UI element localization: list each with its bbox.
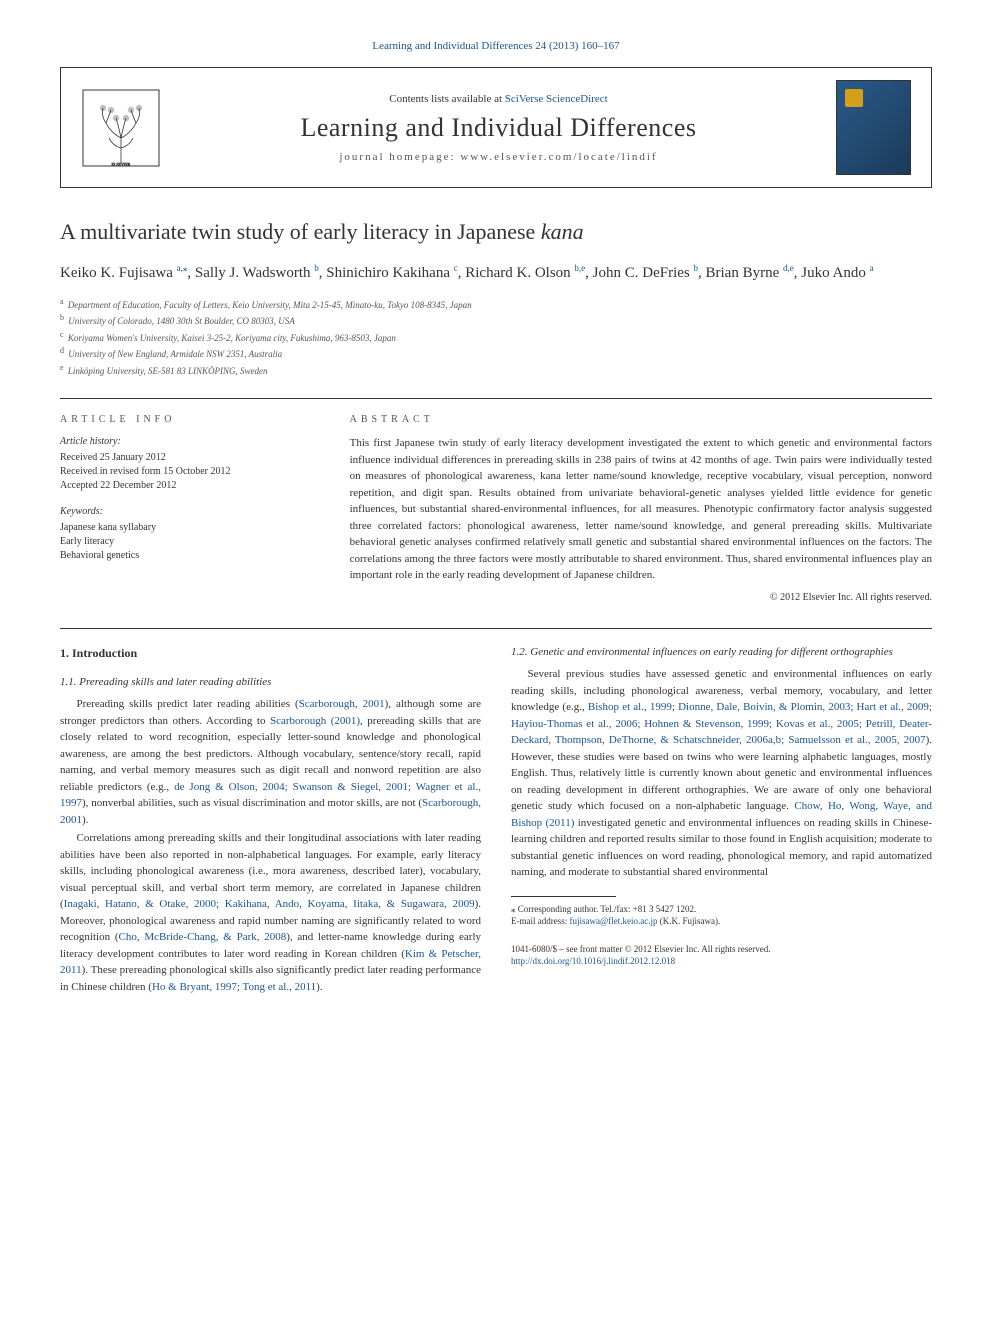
footnote-separator — [511, 896, 616, 897]
sciencedirect-link[interactable]: SciVerse ScienceDirect — [505, 93, 608, 105]
doi-block: 1041-6080/$ – see front matter © 2012 El… — [511, 943, 932, 968]
citation-link[interactable]: Ho & Bryant, 1997; Tong et al., 2011 — [152, 981, 316, 993]
keywords-heading: Keywords: — [60, 505, 310, 519]
author: Brian Byrne d,e — [706, 265, 794, 281]
author: Keiko K. Fujisawa a,⁎ — [60, 265, 187, 281]
svg-text:ELSEVIER: ELSEVIER — [112, 162, 131, 167]
author: Shinichiro Kakihana c — [326, 265, 457, 281]
affiliation-superscript: b,e — [574, 263, 585, 273]
affiliation-superscript: a — [870, 263, 874, 273]
subsection-heading: 1.1. Prereading skills and later reading… — [60, 674, 481, 691]
affiliation-line: a Department of Education, Faculty of Le… — [60, 296, 932, 313]
body-paragraph: Several previous studies have assessed g… — [511, 666, 932, 881]
affiliation-line: d University of New England, Armidale NS… — [60, 345, 932, 362]
homepage-url[interactable]: www.elsevier.com/locate/lindif — [460, 151, 657, 163]
article-info-heading: ARTICLE INFO — [60, 414, 310, 425]
abstract-text: This first Japanese twin study of early … — [350, 435, 932, 584]
keyword: Behavioral genetics — [60, 549, 310, 563]
abstract-column: ABSTRACT This first Japanese twin study … — [350, 414, 932, 603]
body-paragraph: Correlations among prereading skills and… — [60, 830, 481, 995]
abstract-heading: ABSTRACT — [350, 414, 932, 425]
article-info-column: ARTICLE INFO Article history: Received 2… — [60, 414, 310, 603]
body-text: 1. Introduction 1.1. Prereading skills a… — [60, 644, 932, 996]
affiliation-line: b University of Colorado, 1480 30th St B… — [60, 312, 932, 329]
affiliation-superscript: b — [314, 263, 319, 273]
journal-cover-thumb — [836, 80, 911, 175]
affiliation-superscript: c — [454, 263, 458, 273]
divider — [60, 398, 932, 399]
history-revised: Received in revised form 15 October 2012 — [60, 465, 310, 479]
affiliations: a Department of Education, Faculty of Le… — [60, 296, 932, 379]
history-heading: Article history: — [60, 435, 310, 449]
copyright: © 2012 Elsevier Inc. All rights reserved… — [350, 592, 932, 603]
corresponding-author-footnote: ⁎ Corresponding author. Tel./fax: +81 3 … — [511, 903, 932, 928]
affiliation-line: c Koriyama Women's University, Kaisei 3-… — [60, 329, 932, 346]
divider — [60, 628, 932, 629]
affiliation-superscript: d,e — [783, 263, 794, 273]
journal-name: Learning and Individual Differences — [181, 113, 816, 143]
author: Richard K. Olson b,e — [465, 265, 585, 281]
journal-header: ELSEVIER Contents lists available at Sci… — [60, 67, 932, 188]
header-center: Contents lists available at SciVerse Sci… — [181, 93, 816, 163]
author: John C. DeFries b — [593, 265, 698, 281]
elsevier-logo: ELSEVIER — [81, 88, 161, 168]
body-paragraph: Prereading skills predict later reading … — [60, 696, 481, 828]
contents-line: Contents lists available at SciVerse Sci… — [181, 93, 816, 105]
citation-link[interactable]: Cho, McBride-Chang, & Park, 2008 — [119, 931, 287, 943]
author: Sally J. Wadsworth b — [195, 265, 319, 281]
author: Juko Ando a — [801, 265, 873, 281]
affiliation-superscript: b — [694, 263, 699, 273]
journal-citation-link[interactable]: Learning and Individual Differences 24 (… — [60, 40, 932, 52]
section-heading: 1. Introduction — [60, 644, 481, 662]
keyword: Early literacy — [60, 535, 310, 549]
history-received: Received 25 January 2012 — [60, 451, 310, 465]
citation-link[interactable]: Scarborough, 2001 — [299, 698, 385, 710]
affiliation-line: e Linköping University, SE-581 83 LINKÖP… — [60, 362, 932, 379]
keyword: Japanese kana syllabary — [60, 521, 310, 535]
subsection-heading: 1.2. Genetic and environmental influence… — [511, 644, 932, 661]
article-title: A multivariate twin study of early liter… — [60, 218, 932, 247]
email-link[interactable]: fujisawa@flet.keio.ac.jp — [569, 916, 657, 926]
citation-link[interactable]: Inagaki, Hatano, & Otake, 2000; Kakihana… — [64, 898, 475, 910]
citation-link[interactable]: Scarborough (2001) — [270, 715, 360, 727]
authors-list: Keiko K. Fujisawa a,⁎, Sally J. Wadswort… — [60, 262, 932, 284]
homepage-line: journal homepage: www.elsevier.com/locat… — [181, 151, 816, 163]
history-accepted: Accepted 22 December 2012 — [60, 479, 310, 493]
corresponding-marker: ,⁎ — [181, 263, 188, 273]
doi-link[interactable]: http://dx.doi.org/10.1016/j.lindif.2012.… — [511, 955, 932, 968]
